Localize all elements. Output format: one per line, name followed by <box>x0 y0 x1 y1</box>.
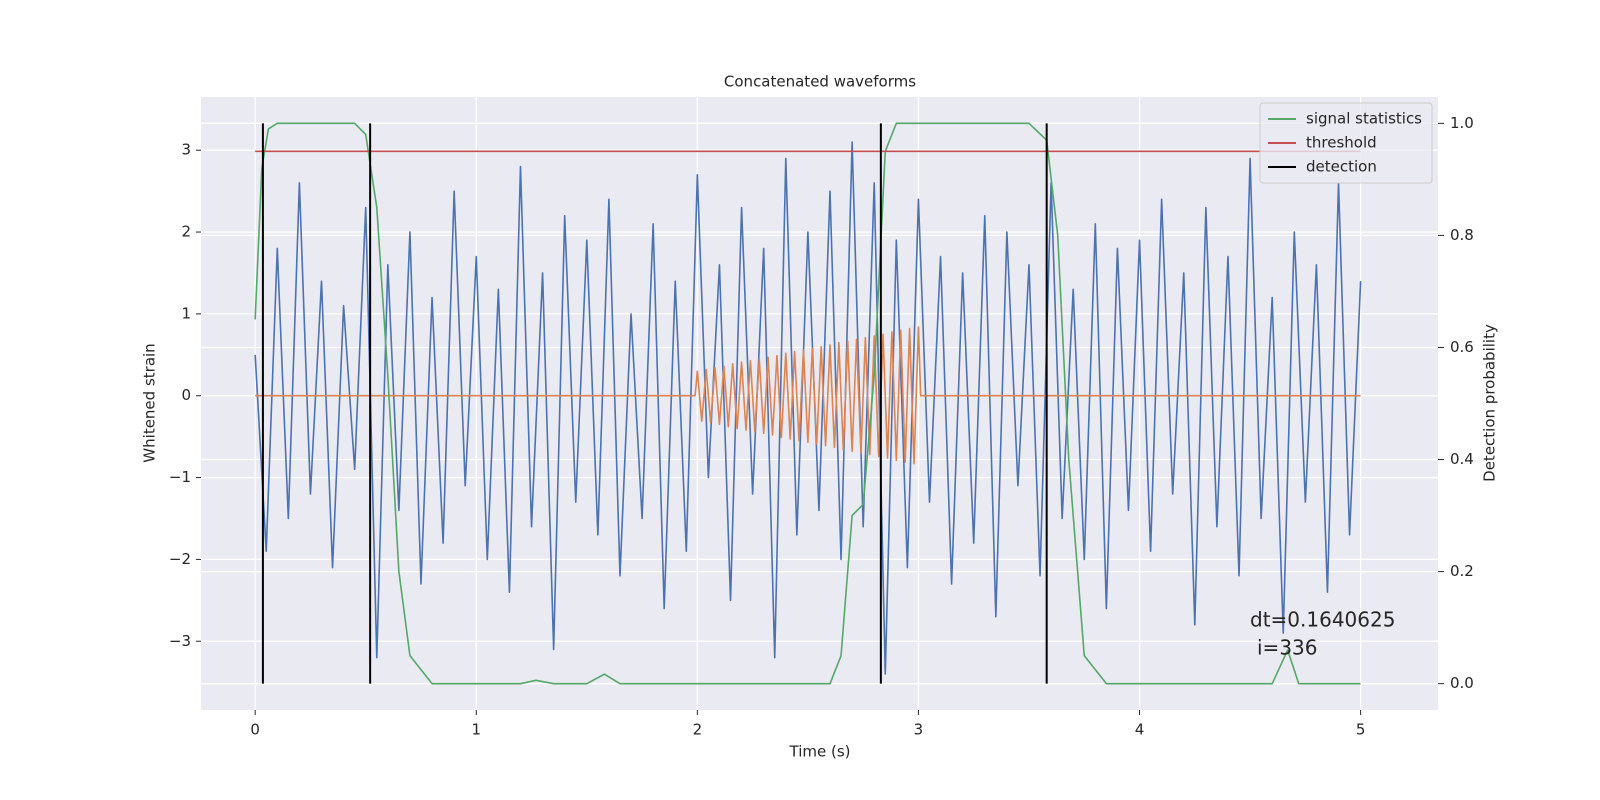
y-tick-label: 0 <box>181 386 191 404</box>
x-tick-label: 2 <box>693 721 703 739</box>
y2-tick-label: 0.0 <box>1450 674 1474 692</box>
y-tick-label: 2 <box>181 223 191 241</box>
legend-label: signal statistics <box>1306 110 1422 128</box>
series-line <box>254 122 1361 685</box>
chart-title: Concatenated waveforms <box>724 73 916 91</box>
annotation: dt=0.1640625 <box>1250 608 1395 632</box>
x-tick-label: 5 <box>1356 721 1366 739</box>
x-axis-label: Time (s) <box>789 743 851 761</box>
x-tick-label: 1 <box>471 721 481 739</box>
y-axis-label: Whitened strain <box>141 343 159 462</box>
y2-tick-label: 0.8 <box>1450 226 1474 244</box>
y-tick-label: −2 <box>169 550 191 568</box>
y2-tick-label: 1.0 <box>1450 114 1474 132</box>
x-tick-label: 3 <box>914 721 924 739</box>
y2-axis-label: Detection probability <box>1481 324 1499 482</box>
y2-tick-label: 0.4 <box>1450 450 1474 468</box>
plot-area <box>201 97 1438 710</box>
legend-label: detection <box>1306 158 1377 176</box>
series-line <box>254 141 1362 675</box>
y-tick-label: −3 <box>169 632 191 650</box>
x-tick-label: 4 <box>1135 721 1145 739</box>
y2-tick-label: 0.2 <box>1450 562 1474 580</box>
legend-label: threshold <box>1306 134 1377 152</box>
y-tick-label: 1 <box>181 304 191 322</box>
y2-tick-label: 0.6 <box>1450 338 1474 356</box>
legend: signal statistics threshold detection <box>1259 102 1433 184</box>
series-line <box>255 326 1361 465</box>
y-tick-label: 3 <box>181 141 191 159</box>
legend-box <box>1259 102 1433 184</box>
annotation: i=336 <box>1257 636 1318 660</box>
x-tick-label: 0 <box>250 721 260 739</box>
y-tick-label: −1 <box>169 468 191 486</box>
